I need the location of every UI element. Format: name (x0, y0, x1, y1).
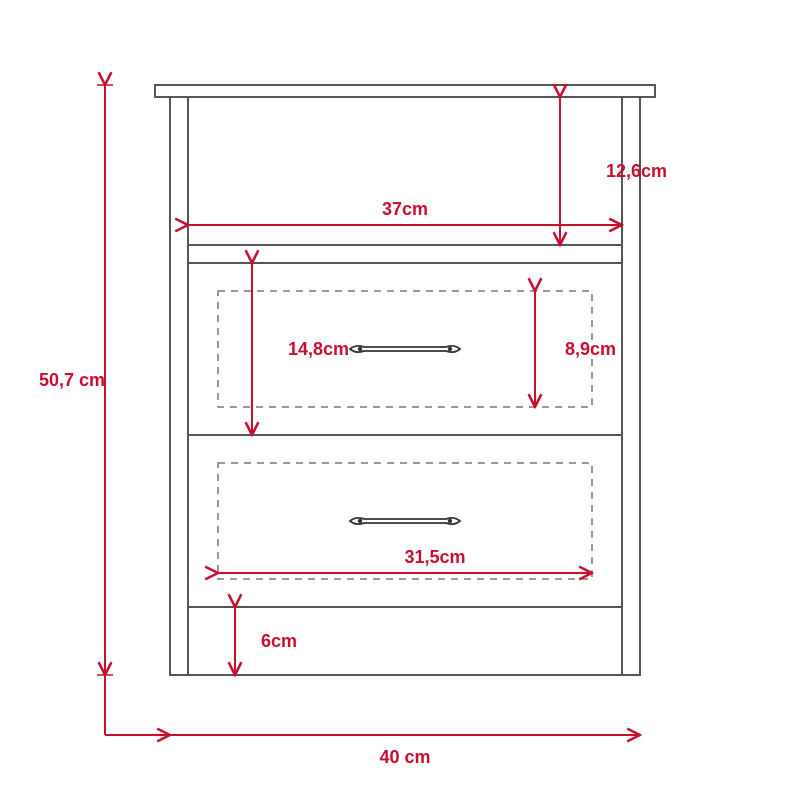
svg-text:12,6cm: 12,6cm (606, 161, 667, 181)
dim-total-height: 50,7 cm (39, 85, 113, 735)
dim-drawer-panel-height: 14,8cm (252, 263, 349, 435)
svg-text:50,7 cm: 50,7 cm (39, 370, 105, 390)
dim-shelf-width: 37cm (188, 199, 622, 225)
svg-text:8,9cm: 8,9cm (565, 339, 616, 359)
dim-drawer-inner-width: 31,5cm (218, 547, 592, 573)
dim-base-height: 6cm (235, 607, 297, 675)
drawer-handle (350, 346, 460, 352)
svg-text:14,8cm: 14,8cm (288, 339, 349, 359)
furniture-outline (155, 85, 655, 675)
svg-text:31,5cm: 31,5cm (404, 547, 465, 567)
svg-text:6cm: 6cm (261, 631, 297, 651)
svg-text:40 cm: 40 cm (379, 747, 430, 767)
drawer-handle (350, 518, 460, 524)
dim-total-width: 40 cm (105, 735, 640, 767)
furniture-dimension-diagram: 50,7 cm 40 cm 12,6cm 37cm 14,8cm 8,9cm 31,5cm 6… (0, 0, 800, 800)
dim-shelf-height: 12,6cm (560, 97, 667, 245)
svg-text:37cm: 37cm (382, 199, 428, 219)
dim-drawer-inner-height: 8,9cm (535, 291, 616, 407)
